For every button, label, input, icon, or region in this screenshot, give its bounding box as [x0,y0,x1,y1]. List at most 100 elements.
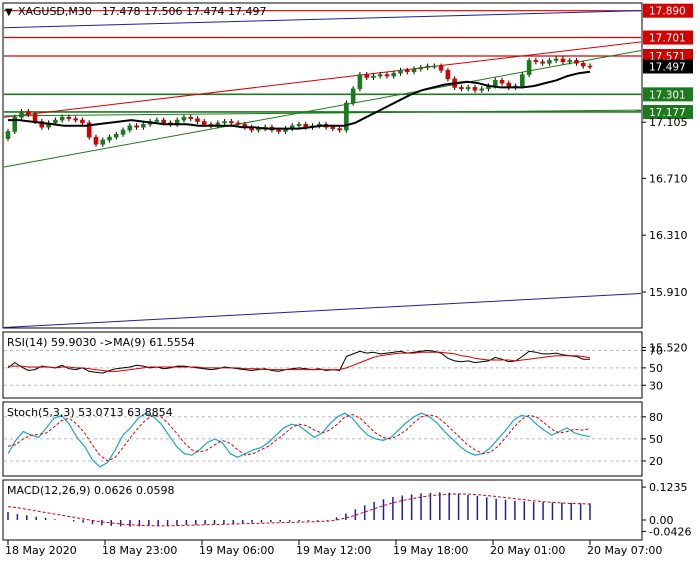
price-label-bg [643,87,693,102]
candle-body [66,116,72,119]
candle-body [459,87,464,90]
time-axis-label: 20 May 07:00 [587,544,662,557]
candle-body [229,121,234,124]
candle-body [26,111,31,115]
rsi-title: RSI(14) 59.9030 ->MA(9) 61.5554 [7,336,195,349]
candle-body [371,75,376,78]
candle-body [5,131,11,139]
candle-body [411,68,417,73]
price-tick-label: 17.701 [649,33,686,45]
candle-body [520,74,525,87]
candle-body [32,114,38,122]
candle-body [100,139,106,145]
rsi-panel-frame [2,331,643,399]
candle-body [445,70,451,80]
candle-body [398,70,403,74]
price-label-bg [643,59,693,74]
price-tick-label: 15.910 [649,286,688,299]
time-axis-label: 20 May 01:00 [490,544,565,557]
candle-body [547,60,552,64]
rsi-tick-label: 70 [649,344,663,357]
rsi-tick-label: 30 [649,379,663,392]
candle-body [499,79,505,84]
candle-body [472,87,478,91]
candle-body [127,125,133,131]
candle-body [222,121,227,124]
candle-body [19,111,24,118]
candle-body [587,65,593,68]
macd-panel-frame [2,479,643,541]
red-trendline [3,41,642,118]
candle-body [134,125,139,128]
candle-body [296,124,302,127]
price-tick-label: 16.310 [649,229,688,242]
candle-body [113,133,119,138]
stoch-tick-label: 80 [649,411,663,424]
time-axis-label: 19 May 12:00 [296,544,371,557]
green-trendline [3,49,642,168]
candle-body [120,129,126,135]
candle-body [39,121,45,128]
candle-body [350,88,356,104]
price-tick-label: 17.105 [649,116,688,129]
price-tick-label: 17.177 [649,107,686,119]
macd-tick-label: 0.00 [649,514,674,527]
candle-body [107,136,112,141]
price-tick-label: 17.497 [649,62,686,74]
stoch-tick-label: 20 [649,455,663,468]
blue-trendline [3,10,642,29]
candle-body [465,87,471,90]
time-axis-label: 18 May 2020 [5,544,77,557]
candle-body [580,62,586,67]
candle-body [12,116,18,132]
candle-body [53,119,58,124]
candle-body [86,122,92,138]
candle-body [553,58,559,61]
price-tick-label: 15.520 [649,341,688,354]
candle-body [357,74,363,90]
candle-body [567,60,572,63]
price-label-bg [643,49,693,63]
price-panel-frame [2,2,643,329]
macd-signal-line [7,493,591,527]
candle-body [93,136,99,145]
candle-body [492,79,498,87]
candle-body [276,129,281,132]
candle-body [574,60,579,64]
candle-body [195,118,200,122]
candle-body [479,88,485,91]
macd-tick-label: -0.0426 [649,525,691,538]
candle-body [540,61,545,64]
rsi-tick-label: 50 [649,362,663,375]
price-label-bg [643,104,693,119]
ohlc-readout: 17.478 17.506 17.474 17.497 [102,5,266,18]
stoch-signal-line [7,414,591,462]
candle-body [154,119,160,122]
time-axis-label: 18 May 23:00 [102,544,177,557]
price-tick-label: 17.890 [649,6,686,18]
candle-body [526,60,532,75]
price-label-bg [643,3,693,18]
green-trendline [3,109,642,117]
rsi-ma-line [8,351,591,372]
blue-trendline [3,292,642,329]
candle-body [364,74,369,78]
candle-body [235,122,241,125]
candle-body [141,124,146,128]
candle-body [384,74,390,77]
price-tick-label: 16.710 [649,172,688,185]
candle-body [404,70,410,73]
moving-average-line [8,70,591,130]
rsi-line [7,349,590,374]
candle-body [181,116,187,121]
candle-body [188,116,194,119]
collapse-arrow-icon[interactable]: ▼ [5,7,13,18]
candle-body [432,65,437,68]
macd-tick-label: 0.1235 [649,481,688,494]
candle-body [201,121,207,125]
price-label-bg [643,30,693,45]
time-axis-label: 19 May 18:00 [393,544,468,557]
candle-body [533,60,539,63]
stoch-tick-label: 50 [649,433,663,446]
